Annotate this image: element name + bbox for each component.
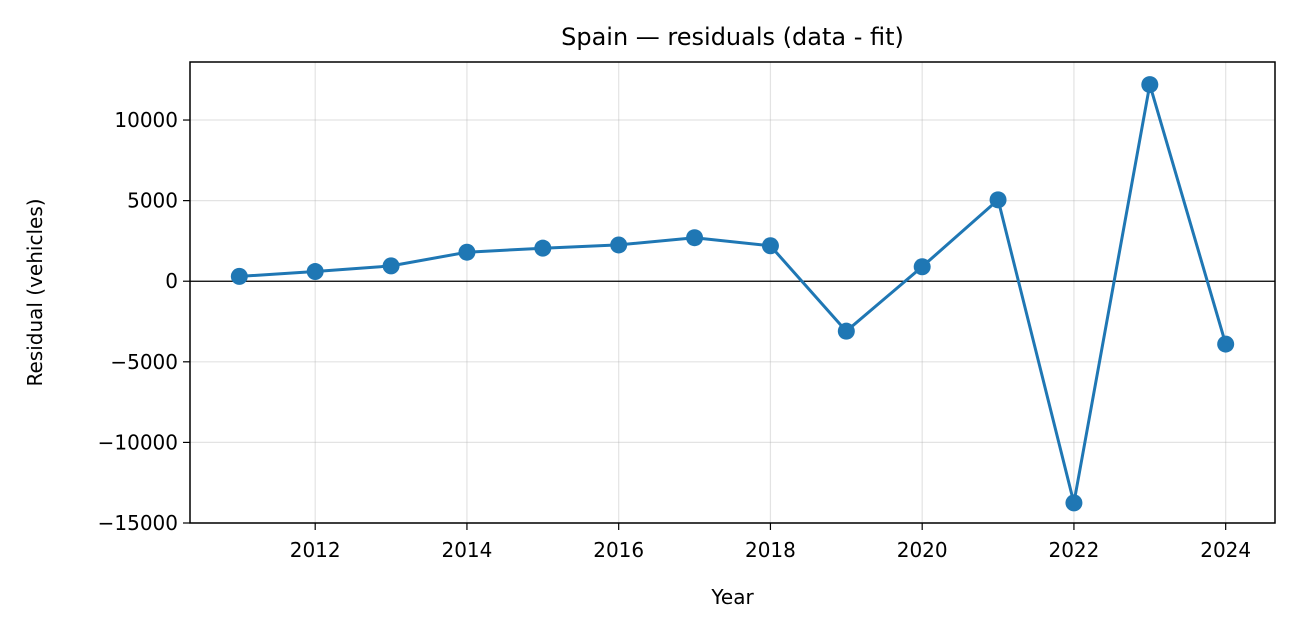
x-tick-label: 2014 (441, 538, 492, 562)
ticks: 2012 2014 2016 2018 2020 2022 2024 10000 5000 0 −5… (98, 108, 1252, 562)
x-tick-label: 2024 (1200, 538, 1251, 562)
x-tick-label: 2016 (593, 538, 644, 562)
data-point (913, 258, 931, 276)
data-point (458, 243, 476, 261)
plot-frame (189, 61, 1276, 524)
y-tick-label: 5000 (127, 189, 178, 213)
data-point (686, 229, 704, 247)
x-axis-label: Year (710, 585, 754, 609)
x-tick-label: 2012 (290, 538, 341, 562)
series-line (239, 83, 1228, 505)
data-point (610, 236, 628, 254)
x-tick-label: 2020 (897, 538, 948, 562)
data-point (761, 237, 779, 255)
y-tick-label: −5000 (110, 350, 178, 374)
series-group (230, 76, 1235, 512)
data-point (1141, 76, 1159, 94)
data-point (382, 257, 400, 275)
y-axis-label: Residual (vehicles) (23, 198, 47, 386)
data-point (837, 322, 855, 340)
y-tick-label: −10000 (98, 430, 178, 454)
data-point (534, 239, 552, 257)
data-point (989, 191, 1007, 209)
data-point (1217, 335, 1235, 353)
data-point (230, 267, 248, 285)
chart-title: Spain — residuals (data - fit) (561, 23, 904, 51)
y-tick-label: 10000 (114, 108, 178, 132)
data-point (306, 263, 324, 281)
y-tick-label: −15000 (98, 511, 178, 535)
x-tick-label: 2018 (745, 538, 796, 562)
y-tick-label: 0 (165, 269, 178, 293)
data-point (1065, 494, 1083, 512)
x-tick-label: 2022 (1048, 538, 1099, 562)
